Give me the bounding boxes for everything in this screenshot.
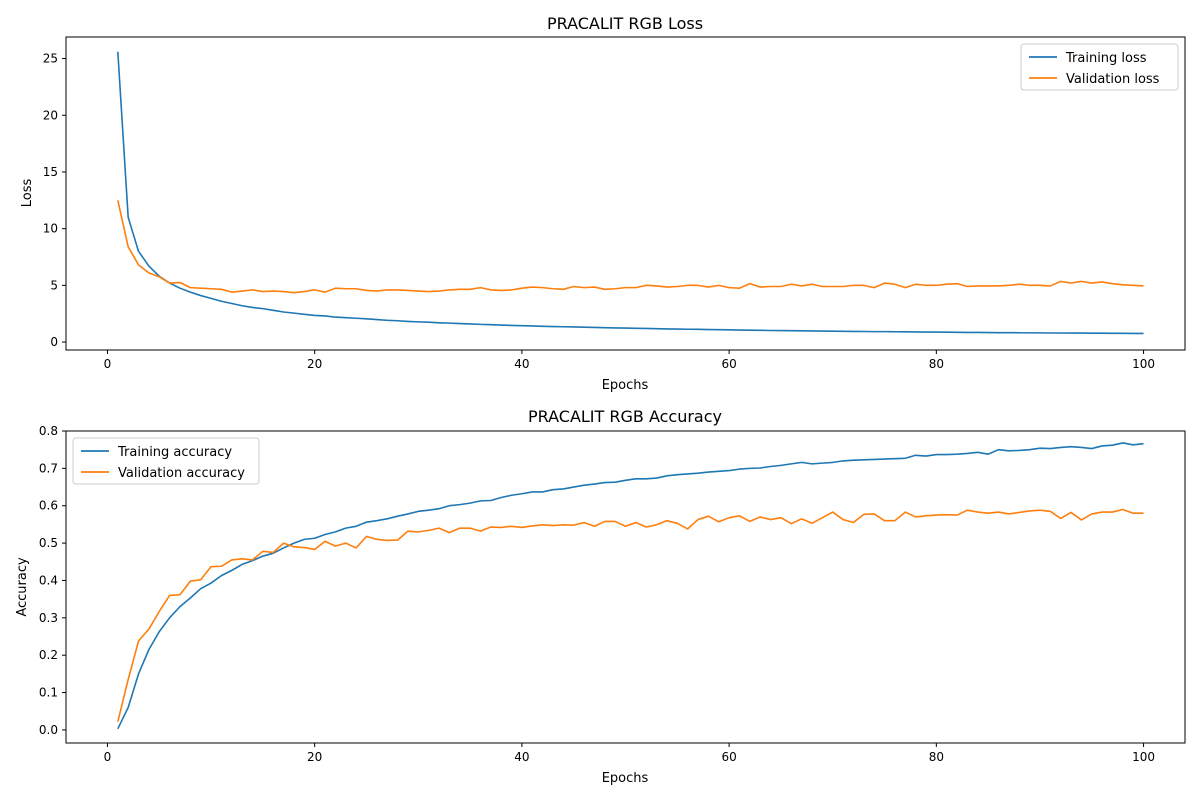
accuracy-y-tick-label: 0.2 bbox=[39, 648, 58, 662]
loss-x-ticks: 0 20 40 60 80 100 bbox=[104, 350, 1155, 371]
accuracy-y-tick-label: 0.5 bbox=[39, 536, 58, 550]
accuracy-x-tick-label: 40 bbox=[514, 750, 529, 764]
accuracy-axes-frame bbox=[65, 430, 1186, 744]
loss-y-tick-label: 10 bbox=[43, 222, 58, 236]
loss-legend-label: Validation loss bbox=[1066, 72, 1160, 87]
accuracy-legend: Training accuracy Validation accuracy bbox=[72, 437, 260, 485]
loss-legend: Training loss Validation loss bbox=[1020, 43, 1179, 91]
loss-x-tick-label: 80 bbox=[929, 357, 944, 371]
accuracy-legend-box bbox=[72, 437, 260, 485]
accuracy-x-tick-label: 100 bbox=[1132, 750, 1155, 764]
loss-chart-title: PRACALIT RGB Loss bbox=[547, 14, 703, 33]
accuracy-x-ticks: 0 20 40 60 80 100 bbox=[104, 743, 1155, 764]
accuracy-x-axis-label: Epochs bbox=[602, 771, 649, 786]
accuracy-chart-title: PRACALIT RGB Accuracy bbox=[528, 407, 722, 426]
loss-y-tick-label: 5 bbox=[50, 278, 58, 292]
accuracy-x-tick-label: 80 bbox=[929, 750, 944, 764]
loss-y-tick-label: 0 bbox=[50, 335, 58, 349]
accuracy-series-line-validation bbox=[117, 508, 1144, 722]
accuracy-legend-label: Training accuracy bbox=[117, 445, 232, 460]
loss-x-tick-label: 20 bbox=[307, 357, 322, 371]
accuracy-plot-area bbox=[117, 442, 1144, 730]
loss-y-ticks: 0 5 10 15 20 25 bbox=[43, 52, 66, 349]
accuracy-x-tick-label: 0 bbox=[104, 750, 112, 764]
loss-y-axis-label: Loss bbox=[20, 179, 35, 208]
loss-y-tick-label: 25 bbox=[43, 52, 58, 66]
loss-series-line-validation bbox=[117, 200, 1144, 294]
accuracy-legend-label: Validation accuracy bbox=[118, 466, 245, 481]
loss-x-tick-label: 0 bbox=[104, 357, 112, 371]
accuracy-y-ticks: 0.0 0.1 0.2 0.3 0.4 0.5 0.6 0.7 0.8 bbox=[39, 424, 66, 737]
accuracy-subplot: PRACALIT RGB Accuracy 0 20 40 60 80 100 0.00.… bbox=[15, 407, 1186, 786]
loss-x-tick-label: 100 bbox=[1132, 357, 1155, 371]
accuracy-x-tick-label: 20 bbox=[307, 750, 322, 764]
accuracy-x-tick-label: 60 bbox=[721, 750, 736, 764]
loss-x-tick-label: 60 bbox=[721, 357, 736, 371]
accuracy-y-tick-label: 0.8 bbox=[39, 424, 58, 438]
accuracy-y-tick-label: 0.0 bbox=[39, 723, 58, 737]
loss-x-axis-label: Epochs bbox=[602, 378, 649, 393]
accuracy-y-tick-label: 0.1 bbox=[39, 686, 58, 700]
accuracy-y-tick-label: 0.6 bbox=[39, 499, 58, 513]
loss-y-tick-label: 20 bbox=[43, 108, 58, 122]
loss-axes-frame bbox=[65, 36, 1186, 351]
loss-y-tick-label: 15 bbox=[43, 165, 58, 179]
loss-subplot: PRACALIT RGB Loss 0 20 40 60 80 100 0 5 10 15 20 2… bbox=[20, 14, 1186, 393]
accuracy-y-axis-label: Accuracy bbox=[15, 557, 30, 617]
accuracy-y-tick-label: 0.4 bbox=[39, 573, 58, 587]
loss-legend-label: Training loss bbox=[1065, 51, 1147, 66]
loss-plot-area bbox=[117, 51, 1144, 335]
loss-x-tick-label: 40 bbox=[514, 357, 529, 371]
loss-series-line-training bbox=[117, 51, 1144, 335]
loss-legend-box bbox=[1020, 43, 1179, 91]
accuracy-y-tick-label: 0.3 bbox=[39, 611, 58, 625]
accuracy-y-tick-label: 0.7 bbox=[39, 461, 58, 475]
